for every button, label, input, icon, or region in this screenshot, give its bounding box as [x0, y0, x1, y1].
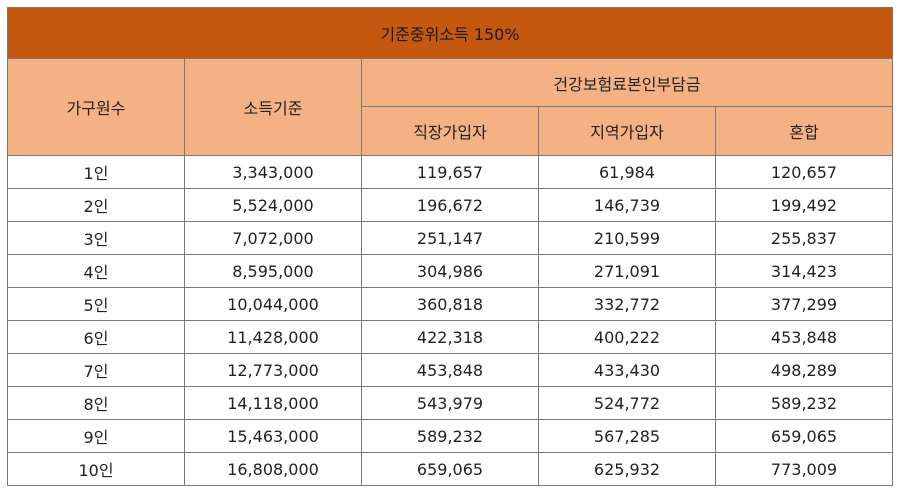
cell-income: 11,428,000 — [184, 320, 362, 354]
table-row: 2인 5,524,000 196,672 146,739 199,492 — [7, 188, 893, 222]
cell-mixed: 453,848 — [715, 320, 893, 354]
cell-mixed: 377,299 — [715, 287, 893, 321]
table-title: 기준중위소득 150% — [7, 7, 893, 59]
header-mixed: 혼합 — [715, 106, 893, 156]
cell-household: 6인 — [7, 320, 185, 354]
cell-employee: 196,672 — [361, 188, 539, 222]
cell-employee: 422,318 — [361, 320, 539, 354]
cell-income: 16,808,000 — [184, 452, 362, 486]
income-premium-table: 기준중위소득 150% 가구원수 소득기준 건강보험료본인부담금 직장가입자 지… — [7, 7, 893, 486]
cell-income: 8,595,000 — [184, 254, 362, 288]
table-row: 10인 16,808,000 659,065 625,932 773,009 — [7, 452, 893, 486]
cell-regional: 61,984 — [538, 155, 716, 189]
cell-mixed: 498,289 — [715, 353, 893, 387]
cell-employee: 659,065 — [361, 452, 539, 486]
table-row: 4인 8,595,000 304,986 271,091 314,423 — [7, 254, 893, 288]
cell-mixed: 120,657 — [715, 155, 893, 189]
table-row: 6인 11,428,000 422,318 400,222 453,848 — [7, 320, 893, 354]
cell-income: 7,072,000 — [184, 221, 362, 255]
cell-income: 15,463,000 — [184, 419, 362, 453]
table-row: 5인 10,044,000 360,818 332,772 377,299 — [7, 287, 893, 321]
cell-mixed: 589,232 — [715, 386, 893, 420]
cell-employee: 589,232 — [361, 419, 539, 453]
cell-regional: 271,091 — [538, 254, 716, 288]
cell-household: 3인 — [7, 221, 185, 255]
header-income: 소득기준 — [184, 58, 362, 156]
header-household: 가구원수 — [7, 58, 185, 156]
cell-household: 8인 — [7, 386, 185, 420]
cell-employee: 304,986 — [361, 254, 539, 288]
cell-regional: 332,772 — [538, 287, 716, 321]
cell-household: 4인 — [7, 254, 185, 288]
table-body: 1인 3,343,000 119,657 61,984 120,657 2인 5… — [7, 155, 893, 486]
cell-employee: 251,147 — [361, 221, 539, 255]
cell-employee: 453,848 — [361, 353, 539, 387]
table-row: 9인 15,463,000 589,232 567,285 659,065 — [7, 419, 893, 453]
table-row: 7인 12,773,000 453,848 433,430 498,289 — [7, 353, 893, 387]
cell-regional: 210,599 — [538, 221, 716, 255]
cell-income: 12,773,000 — [184, 353, 362, 387]
cell-mixed: 199,492 — [715, 188, 893, 222]
cell-household: 7인 — [7, 353, 185, 387]
cell-regional: 625,932 — [538, 452, 716, 486]
cell-employee: 360,818 — [361, 287, 539, 321]
cell-regional: 400,222 — [538, 320, 716, 354]
cell-regional: 146,739 — [538, 188, 716, 222]
cell-income: 14,118,000 — [184, 386, 362, 420]
cell-regional: 524,772 — [538, 386, 716, 420]
header-premium-group: 건강보험료본인부담금 — [361, 58, 893, 107]
cell-household: 9인 — [7, 419, 185, 453]
cell-employee: 543,979 — [361, 386, 539, 420]
cell-regional: 567,285 — [538, 419, 716, 453]
cell-household: 1인 — [7, 155, 185, 189]
cell-income: 10,044,000 — [184, 287, 362, 321]
cell-household: 10인 — [7, 452, 185, 486]
header-regional: 지역가입자 — [538, 106, 716, 156]
table-row: 8인 14,118,000 543,979 524,772 589,232 — [7, 386, 893, 420]
cell-mixed: 773,009 — [715, 452, 893, 486]
header-employee: 직장가입자 — [361, 106, 539, 156]
cell-regional: 433,430 — [538, 353, 716, 387]
cell-mixed: 314,423 — [715, 254, 893, 288]
table-row: 3인 7,072,000 251,147 210,599 255,837 — [7, 221, 893, 255]
cell-mixed: 255,837 — [715, 221, 893, 255]
table-row: 1인 3,343,000 119,657 61,984 120,657 — [7, 155, 893, 189]
cell-household: 5인 — [7, 287, 185, 321]
cell-mixed: 659,065 — [715, 419, 893, 453]
cell-income: 5,524,000 — [184, 188, 362, 222]
cell-income: 3,343,000 — [184, 155, 362, 189]
cell-employee: 119,657 — [361, 155, 539, 189]
cell-household: 2인 — [7, 188, 185, 222]
